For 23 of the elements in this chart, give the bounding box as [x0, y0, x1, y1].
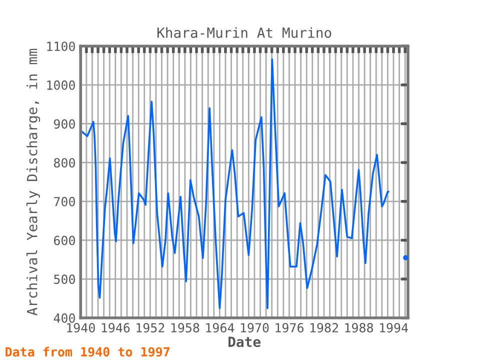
y-tick-label: 800: [54, 158, 75, 168]
x-tick-label: 1958: [171, 323, 200, 332]
line-series: [80, 58, 390, 310]
x-axis-title: Date: [228, 336, 260, 348]
y-tick-label: 500: [54, 274, 75, 284]
y-tick-label: 1100: [47, 42, 75, 52]
y-axis-title: Archival Yearly Discharge, in mm: [26, 48, 40, 316]
x-tick-label: 1994: [380, 323, 408, 332]
y-tick-label: 700: [54, 196, 75, 206]
text: Data from 1940 to 1997: [6, 346, 170, 357]
x-tick-label: 1946: [102, 323, 130, 332]
x-tick-label: 1976: [276, 323, 304, 332]
y-tick-label: 600: [54, 236, 75, 246]
y-tick-label: 1000: [47, 80, 75, 90]
x-tick-label: 1982: [310, 323, 338, 332]
y-tick-label: 400: [54, 313, 75, 323]
x-tick-label: 1964: [206, 323, 234, 332]
chart-title: Khara-Murin At Murino: [157, 27, 332, 38]
x-tick-label: 1988: [345, 323, 374, 332]
x-tick-label: 1952: [136, 323, 164, 332]
x-tick-label: 1970: [240, 323, 269, 332]
y-tick-label: 900: [54, 119, 75, 129]
x-tick-label: 1940: [67, 323, 95, 332]
